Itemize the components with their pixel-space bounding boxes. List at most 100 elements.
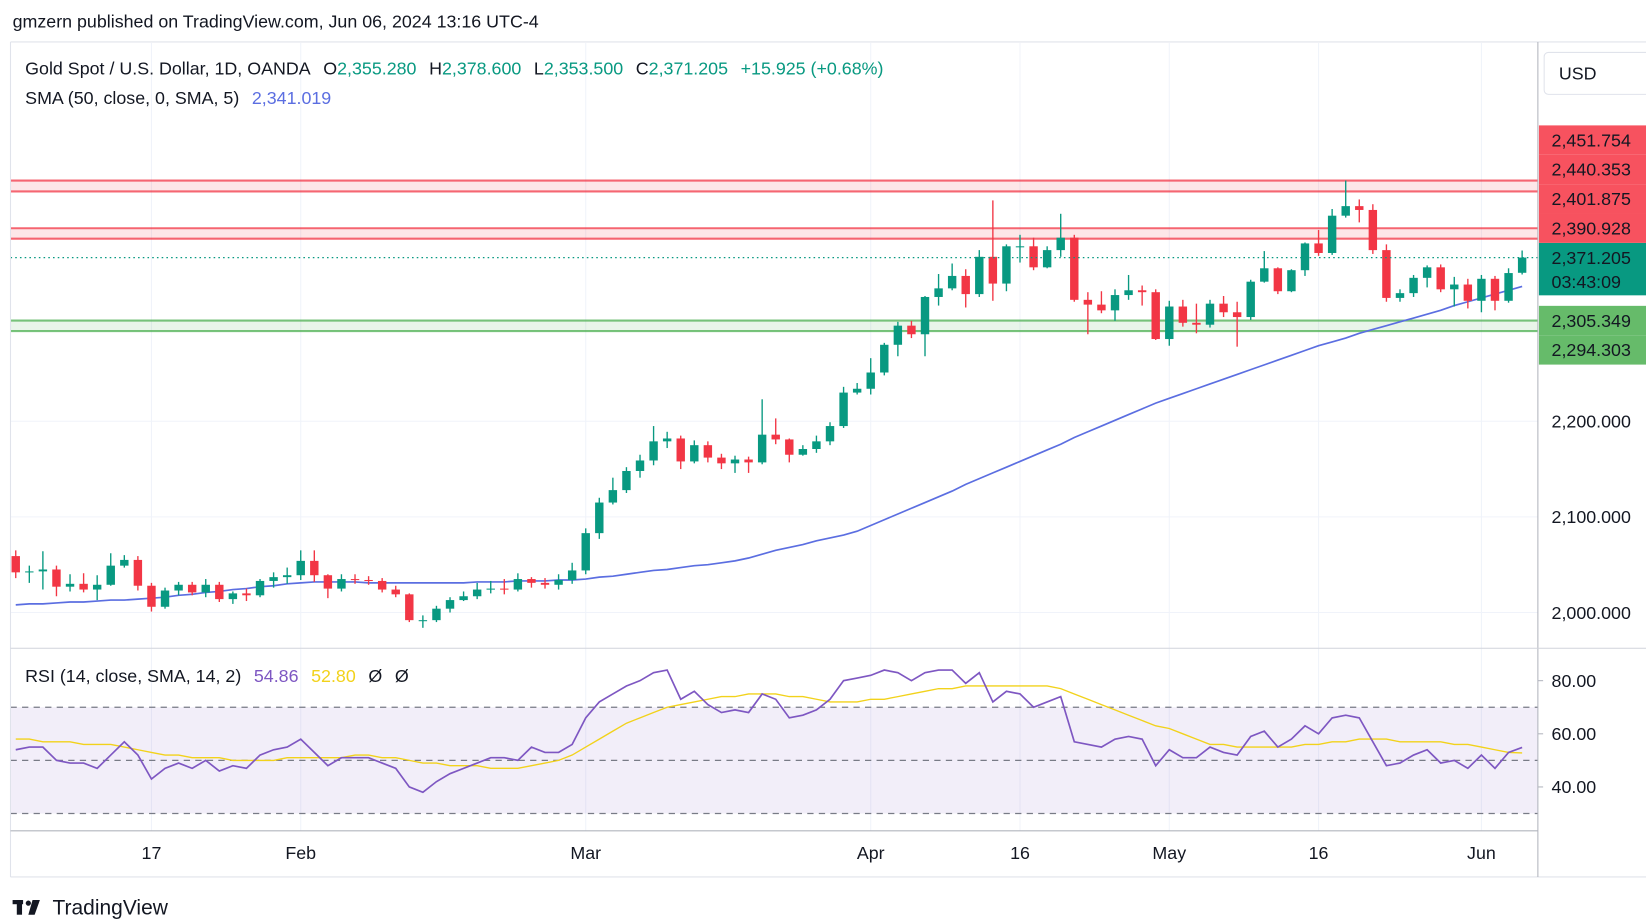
candle-body (174, 584, 183, 591)
candle-body (1395, 293, 1405, 298)
candle-body (500, 588, 509, 590)
candle-body (242, 593, 251, 596)
rsi-value: 54.86 (254, 666, 299, 686)
x-tick-label: 17 (142, 843, 162, 863)
currency-label[interactable]: USD (1559, 64, 1597, 84)
candle-body (785, 439, 794, 455)
logo-shape (16, 900, 23, 915)
currency-button[interactable] (1543, 51, 1646, 95)
candle-body (391, 589, 400, 595)
rsi-legend: RSI (14, close, SMA, 14, 2) 54.86 52.80 Ø Ø (25, 666, 409, 686)
rsi-extra: Ø (368, 666, 382, 686)
candle-body (1355, 206, 1364, 210)
rsi-pane (10, 669, 1538, 815)
y-tick-label: 2,000.000 (1552, 603, 1631, 623)
candle-body (1165, 306, 1174, 340)
candle-body (187, 584, 197, 593)
y-tick-label: 2,100.000 (1552, 507, 1631, 527)
level-label-box (1538, 213, 1646, 243)
candle-body (717, 457, 726, 464)
candle-body (296, 560, 305, 576)
last-price-box (1538, 242, 1646, 296)
candle-body (120, 559, 129, 566)
candle-body (364, 579, 373, 582)
candle-body (282, 575, 292, 578)
candle-body (703, 445, 713, 458)
ohlc-key: C (636, 58, 649, 78)
candle-body (608, 490, 618, 503)
candle-body (1029, 246, 1038, 268)
candle-body (988, 256, 998, 284)
candle-body (472, 589, 482, 597)
x-tick-label: Feb (285, 843, 316, 863)
level-zone (10, 320, 1538, 332)
candle-body (771, 434, 780, 440)
candle-body (757, 434, 767, 463)
candle-body (1477, 278, 1486, 301)
logo-shape (28, 900, 40, 915)
candle-body (1042, 250, 1052, 268)
candle-body (1517, 257, 1527, 273)
ohlc-key: O (323, 58, 337, 78)
level-label-box (1538, 335, 1646, 365)
candle-body (25, 571, 34, 573)
candle-body (975, 256, 984, 295)
candle-body (106, 565, 115, 585)
last-price-label: 2,371.205 (1552, 248, 1631, 268)
candle-body (730, 459, 740, 464)
x-tick-label: Jun (1467, 843, 1496, 863)
rsi-line (15, 669, 1523, 794)
candle-body (215, 584, 224, 600)
rsi-line (15, 685, 1523, 770)
level-zone (10, 228, 1538, 239)
candle-body (38, 569, 48, 572)
candle-body (1110, 295, 1120, 311)
candle-body (1463, 284, 1473, 301)
price-legend: Gold Spot / U.S. Dollar, 1D, OANDA O2,355… (25, 58, 883, 78)
candle-body (310, 560, 319, 576)
candle-body (147, 585, 156, 607)
logo-shape (25, 900, 31, 906)
candle-body (1192, 322, 1201, 325)
sma-value: 2,341.019 (252, 88, 331, 108)
y-tick-label: 40.00 (1552, 777, 1597, 797)
candle-body (839, 392, 848, 427)
footer-brand: TradingView (52, 897, 168, 920)
level-label: 2,305.349 (1552, 311, 1631, 331)
candle-body (1015, 246, 1025, 248)
candle-body (880, 344, 889, 373)
ohlc-value: 2,378.600 (442, 58, 521, 78)
candle-body (377, 580, 387, 590)
y-tick-label: 80.00 (1552, 671, 1597, 691)
candle-body (907, 325, 916, 335)
rsi-title: RSI (14, close, SMA, 14, 2) (25, 666, 241, 686)
candle-body (1246, 281, 1255, 318)
candle-body (690, 445, 699, 462)
x-tick-label: Mar (570, 843, 601, 863)
candle-body (1422, 267, 1432, 278)
candle-body (269, 577, 278, 581)
candle-body (961, 275, 970, 295)
rsi-extra: Ø (395, 666, 409, 686)
axes: 17 Feb Mar Apr 16 May 16 Jun 2,000.000 2,100.000 2… (25, 58, 1646, 863)
candle-body (527, 579, 536, 583)
ohlc-key: H (429, 58, 442, 78)
candle-body (418, 620, 428, 622)
candle-body (1409, 277, 1418, 294)
symbol-title: Gold Spot / U.S. Dollar, 1D, OANDA (25, 58, 311, 78)
candle-body (1260, 268, 1269, 282)
level-zone (10, 180, 1538, 192)
level-label: 2,440.353 (1552, 160, 1631, 180)
candle-body (1504, 273, 1513, 301)
candle-body (1341, 206, 1350, 216)
candle-body (323, 575, 333, 589)
candle-body (554, 579, 563, 585)
level-label-box (1538, 125, 1646, 155)
candle-body (92, 584, 102, 590)
x-tick-label: Apr (857, 843, 885, 863)
candle-body (947, 275, 957, 289)
candle-body (920, 296, 930, 335)
y-tick-label: 60.00 (1552, 724, 1597, 744)
